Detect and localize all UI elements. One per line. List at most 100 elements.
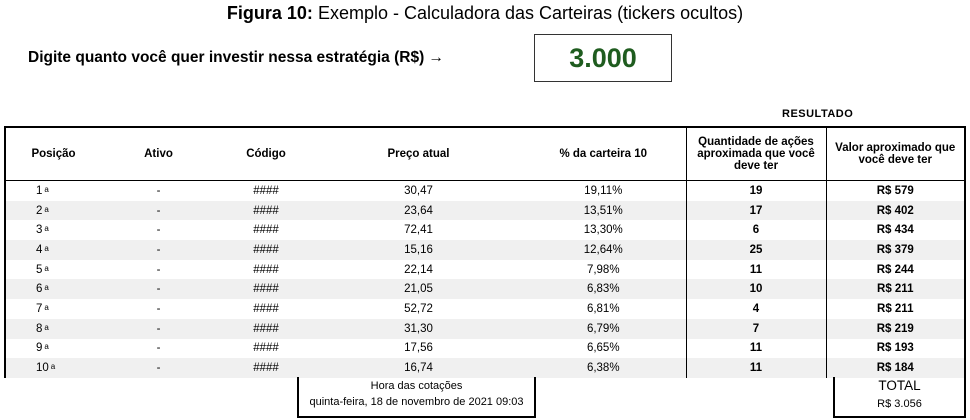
position-number: 10 <box>36 362 49 375</box>
cell-valor: R$ 402 <box>825 200 964 221</box>
cell-quantidade: 4 <box>685 299 826 319</box>
position-number: 5 <box>36 263 43 276</box>
cell-codigo: #### <box>216 358 316 378</box>
cell-ativo: - <box>101 220 216 241</box>
resultado-label: RESULTADO <box>782 108 854 120</box>
cell-codigo: #### <box>216 338 316 359</box>
total-box: TOTAL R$ 3.056 <box>833 377 966 418</box>
cell-pct: 12,64% <box>521 240 686 260</box>
cell-quantidade: 11 <box>685 259 826 280</box>
position-ordinal: a <box>44 322 49 332</box>
cell-ativo: - <box>101 338 216 359</box>
header-posicao: Posição <box>6 128 101 181</box>
cell-preco: 17,56 <box>316 338 521 359</box>
position-number: 3 <box>36 224 43 237</box>
cell-preco: 52,72 <box>316 299 521 319</box>
header-valor: Valor aproximado que você deve ter <box>825 128 964 181</box>
position-ordinal: a <box>50 362 56 372</box>
table-row: 5 a - #### 22,14 7,98% 11 R$ 244 <box>6 259 964 280</box>
cell-pct: 6,38% <box>521 358 686 378</box>
position-ordinal: a <box>44 263 49 273</box>
cell-quantidade: 25 <box>685 240 826 260</box>
position-ordinal: a <box>44 283 49 293</box>
cell-ativo: - <box>101 180 216 201</box>
cell-pct: 6,79% <box>521 318 686 339</box>
cell-codigo: #### <box>216 200 316 221</box>
cell-quantidade: 11 <box>685 338 826 359</box>
cell-preco: 22,14 <box>316 259 521 280</box>
cell-quantidade: 6 <box>685 220 826 241</box>
cell-codigo: #### <box>216 279 316 300</box>
cell-preco: 15,16 <box>316 240 521 260</box>
cell-ativo: - <box>101 240 216 260</box>
cell-codigo: #### <box>216 259 316 280</box>
cell-pct: 6,65% <box>521 338 686 359</box>
investment-amount-input[interactable]: 3.000 <box>534 34 672 82</box>
portfolio-table: Posição Ativo Código Preço atual % da ca… <box>4 126 966 378</box>
cell-valor: R$ 184 <box>825 358 964 378</box>
header-pct: % da carteira 10 <box>521 128 686 181</box>
header-quantidade: Quantidade de ações aproximada que você … <box>685 128 826 181</box>
figure-label: Figura 10: <box>226 3 313 23</box>
quote-time-box: Hora das cotações quinta-feira, 18 de no… <box>297 377 536 418</box>
position-number: 2 <box>36 204 43 217</box>
cell-valor: R$ 244 <box>825 259 964 280</box>
cell-quantidade: 7 <box>685 318 826 339</box>
position-number: 7 <box>36 302 43 315</box>
cell-ativo: - <box>101 299 216 319</box>
cell-posicao: 10 a <box>6 358 101 378</box>
header-ativo: Ativo <box>101 128 216 181</box>
cell-ativo: - <box>101 259 216 280</box>
cell-valor: R$ 211 <box>825 299 964 319</box>
position-number: 6 <box>36 283 43 296</box>
position-ordinal: a <box>44 243 49 253</box>
position-number: 1 <box>36 184 43 197</box>
cell-preco: 30,47 <box>316 180 521 201</box>
cell-preco: 31,30 <box>316 318 521 339</box>
position-ordinal: a <box>44 224 49 234</box>
cell-quantidade: 17 <box>685 200 826 221</box>
cell-ativo: - <box>101 200 216 221</box>
cell-pct: 6,83% <box>521 279 686 300</box>
cell-valor: R$ 579 <box>825 180 964 201</box>
cell-quantidade: 10 <box>685 279 826 300</box>
cell-preco: 16,74 <box>316 358 521 378</box>
cell-quantidade: 19 <box>685 180 826 201</box>
table-row: 2 a - #### 23,64 13,51% 17 R$ 402 <box>6 200 964 221</box>
cell-valor: R$ 219 <box>825 318 964 339</box>
cell-codigo: #### <box>216 180 316 201</box>
figure-caption: Exemplo - Calculadora das Carteiras (tic… <box>312 3 744 23</box>
quote-time-value: quinta-feira, 18 de novembro de 2021 09:… <box>309 396 524 408</box>
position-number: 8 <box>36 322 43 335</box>
total-label: TOTAL <box>878 378 921 393</box>
cell-codigo: #### <box>216 240 316 260</box>
table-row: 10 a - #### 16,74 6,38% 11 R$ 184 <box>6 358 964 378</box>
header-preco: Preço atual <box>316 128 521 181</box>
table-row: 6 a - #### 21,05 6,83% 10 R$ 211 <box>6 279 964 300</box>
cell-pct: 13,30% <box>521 220 686 241</box>
cell-valor: R$ 211 <box>825 279 964 300</box>
table-row: 3 a - #### 72,41 13,30% 6 R$ 434 <box>6 220 964 241</box>
cell-valor: R$ 434 <box>825 220 964 241</box>
figure-title: Figura 10: Exemplo - Calculadora das Car… <box>0 3 970 24</box>
table-row: 1 a - #### 30,47 19,11% 19 R$ 579 <box>6 180 964 201</box>
table-row: 8 a - #### 31,30 6,79% 7 R$ 219 <box>6 318 964 339</box>
cell-pct: 7,98% <box>521 259 686 280</box>
position-number: 9 <box>36 342 43 355</box>
position-ordinal: a <box>44 342 49 352</box>
cell-ativo: - <box>101 318 216 339</box>
cell-ativo: - <box>101 279 216 300</box>
cell-ativo: - <box>101 358 216 378</box>
total-value: R$ 3.056 <box>877 398 922 410</box>
position-number: 4 <box>36 243 43 256</box>
position-ordinal: a <box>44 302 49 312</box>
cell-valor: R$ 379 <box>825 240 964 260</box>
header-codigo: Código <box>216 128 316 181</box>
cell-preco: 23,64 <box>316 200 521 221</box>
investment-prompt: Digite quanto você quer investir nessa e… <box>28 49 445 66</box>
